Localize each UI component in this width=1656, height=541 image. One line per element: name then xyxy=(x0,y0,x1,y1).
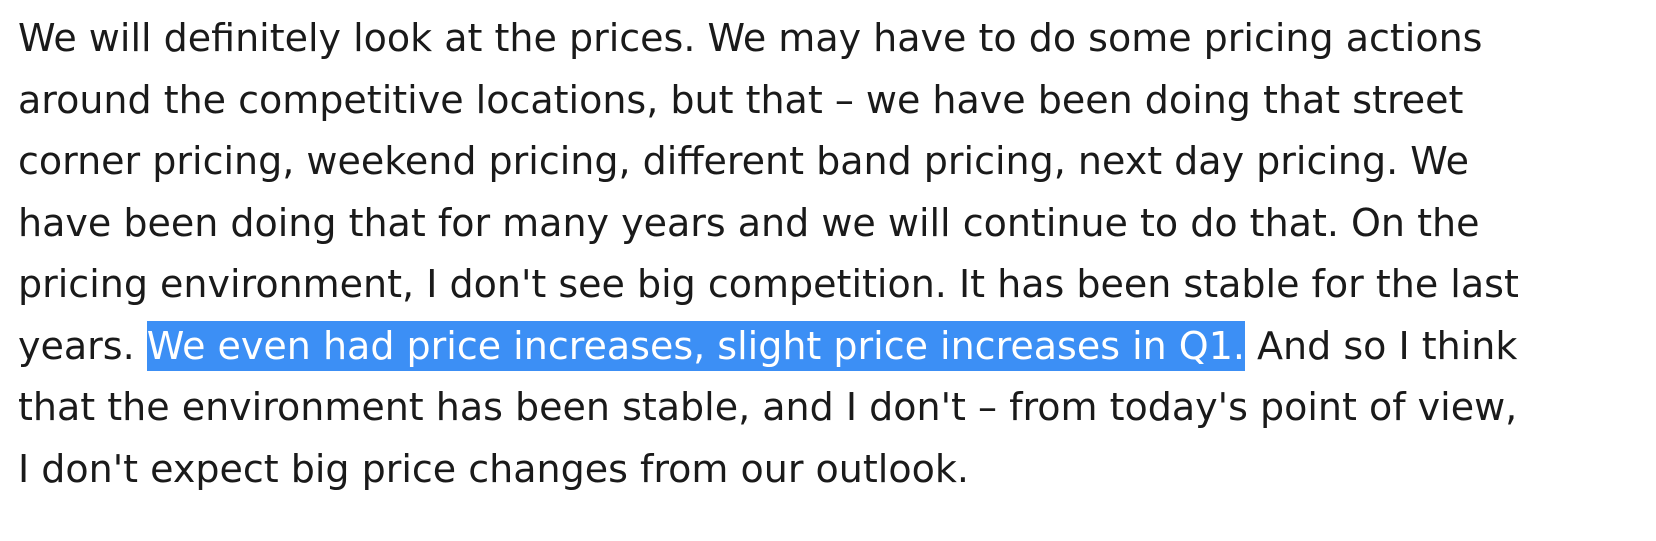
text-line-2: around the competitive locations, but th… xyxy=(18,77,1464,122)
text-line-6-after: And so I think xyxy=(1244,323,1518,368)
text-line-3: corner pricing, weekend pricing, differe… xyxy=(18,139,1469,183)
text-line-8: I don't expect big price changes from ou… xyxy=(18,446,969,491)
selected-text-highlight[interactable]: We even had price increases, slight pric… xyxy=(146,320,1245,371)
text-line-5: pricing environment, I don't see big com… xyxy=(18,262,1519,306)
text-line-1: We will definitely look at the prices. W… xyxy=(18,16,1483,60)
text-line-4: have been doing that for many years and … xyxy=(18,200,1480,245)
text-line-6-before: years. xyxy=(18,323,147,368)
text-line-6: years. We even had price increases, slig… xyxy=(18,316,1648,378)
text-line-7: that the environment has been stable, an… xyxy=(18,385,1518,429)
transcript-paragraph[interactable]: We will definitely look at the prices. W… xyxy=(18,8,1648,500)
